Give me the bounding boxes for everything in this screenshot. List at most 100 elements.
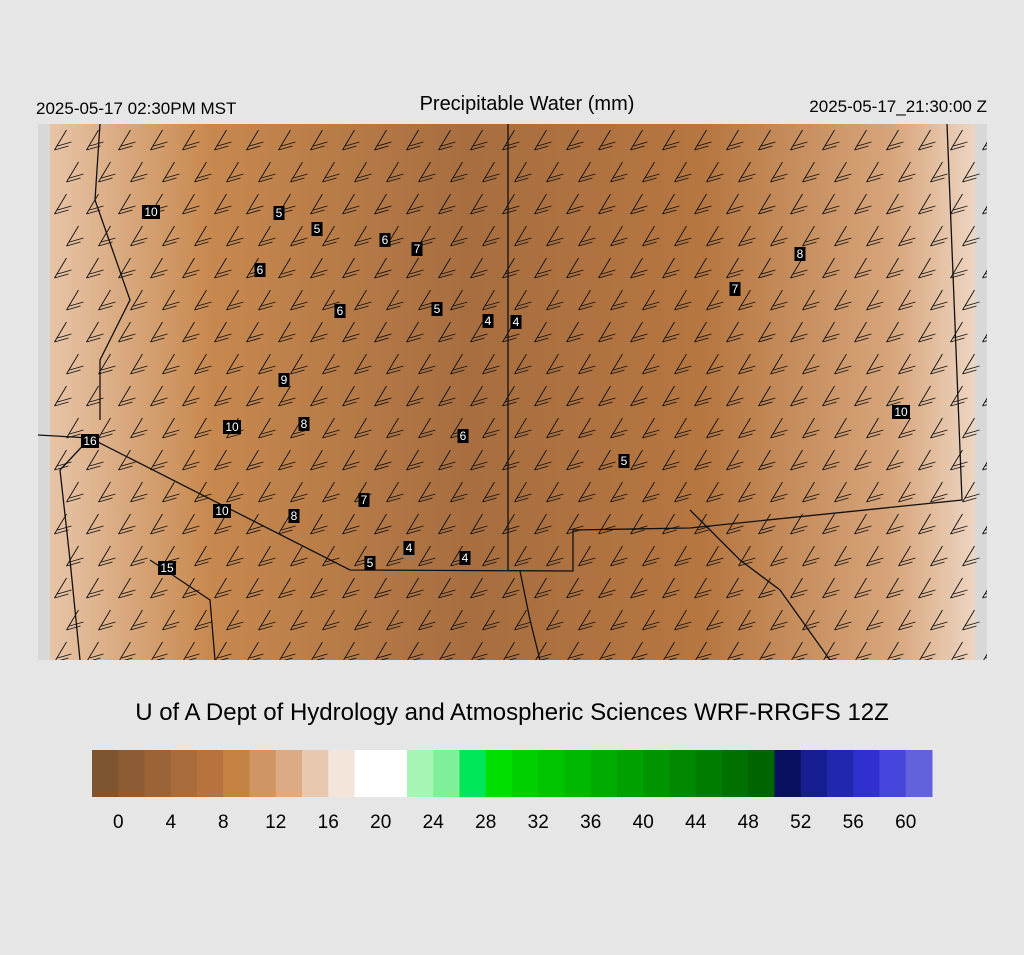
- wind-barb: [790, 257, 808, 279]
- wind-barb: [86, 321, 104, 343]
- wind-barb: [182, 193, 200, 215]
- colorbar-tick-label: 12: [265, 812, 286, 833]
- wind-barb: [694, 577, 712, 599]
- wind-barb: [54, 321, 72, 343]
- wind-barb: [738, 353, 756, 375]
- wind-barb: [598, 321, 616, 343]
- wind-barb: [630, 193, 648, 215]
- station-box: [729, 282, 741, 296]
- wind-barb: [834, 609, 852, 631]
- wind-barb: [802, 545, 820, 567]
- wind-barb: [802, 609, 820, 631]
- wind-barb: [546, 225, 564, 247]
- wind-barb: [258, 289, 276, 311]
- wind-barb: [514, 225, 532, 247]
- wind-barb: [438, 449, 456, 471]
- wind-barb: [226, 353, 244, 375]
- wind-barb: [898, 609, 916, 631]
- wind-barb: [962, 609, 980, 631]
- wind-barb: [918, 321, 936, 343]
- colorbar-swatch: [459, 750, 487, 797]
- wind-barb: [182, 449, 200, 471]
- wind-barb: [514, 545, 532, 567]
- colorbar-swatch: [354, 750, 382, 797]
- wind-barb: [758, 321, 776, 343]
- valid-local: 2025-05-17 02:30PM MST: [36, 99, 236, 118]
- wind-barb: [950, 577, 968, 599]
- wind-barb: [290, 609, 308, 631]
- station-label: 15: [160, 561, 174, 575]
- wind-barb: [534, 385, 552, 407]
- wind-barb: [86, 257, 104, 279]
- wind-barb: [962, 289, 980, 311]
- station-box: [358, 493, 370, 507]
- wind-barb: [662, 385, 680, 407]
- wind-barb: [98, 161, 116, 183]
- wind-barb: [342, 321, 360, 343]
- wind-barb: [258, 417, 276, 439]
- station-box: [618, 454, 630, 468]
- station-label: 7: [414, 242, 421, 256]
- wind-barb: [438, 577, 456, 599]
- wind-barb: [342, 257, 360, 279]
- wind-barb: [514, 161, 532, 183]
- wind-barb: [866, 225, 884, 247]
- wind-barb: [278, 449, 296, 471]
- wind-barb: [214, 385, 232, 407]
- wind-barb: [386, 481, 404, 503]
- wind-barb: [450, 481, 468, 503]
- wind-barb: [918, 513, 936, 535]
- wind-barb: [310, 257, 328, 279]
- colorbar-swatch: [827, 750, 854, 797]
- wind-barb: [662, 321, 680, 343]
- wind-barb: [66, 289, 84, 311]
- wind-barb: [482, 481, 500, 503]
- wind-barb: [930, 609, 948, 631]
- station-label: 10: [144, 205, 158, 219]
- colorbar-swatch: [223, 750, 250, 797]
- wind-barb: [386, 353, 404, 375]
- wind-barb: [630, 257, 648, 279]
- wind-barbs: [54, 129, 1012, 660]
- wind-barb: [342, 513, 360, 535]
- wind-barb: [770, 609, 788, 631]
- wind-barb: [150, 385, 168, 407]
- wind-barb: [246, 129, 264, 151]
- wind-barb: [578, 545, 596, 567]
- wind-barb: [150, 129, 168, 151]
- wind-barb: [866, 289, 884, 311]
- wind-barb: [482, 161, 500, 183]
- wind-barb: [802, 225, 820, 247]
- wind-barb: [118, 193, 136, 215]
- wind-barb: [834, 545, 852, 567]
- wind-barb: [182, 385, 200, 407]
- wind-barb: [503, 641, 520, 660]
- wind-barb: [995, 226, 1012, 246]
- wind-barb: [98, 353, 116, 375]
- wind-barb: [770, 289, 788, 311]
- wind-barb: [610, 481, 628, 503]
- wind-barb: [898, 161, 916, 183]
- wind-barb: [438, 385, 456, 407]
- wind-barb: [290, 481, 308, 503]
- colorbar-swatch: [144, 750, 172, 797]
- wind-barb: [342, 193, 360, 215]
- wind-barb: [406, 257, 424, 279]
- wind-barb: [738, 609, 756, 631]
- station-box: [254, 263, 266, 277]
- wind-barb: [598, 257, 616, 279]
- wind-barb: [406, 385, 424, 407]
- wind-barb: [674, 225, 692, 247]
- wind-barb: [514, 609, 532, 631]
- wind-barb: [898, 289, 916, 311]
- wind-barb: [738, 481, 756, 503]
- wind-barb: [471, 641, 488, 660]
- wind-barb: [502, 193, 520, 215]
- wind-barb: [374, 257, 392, 279]
- wind-barb: [86, 193, 104, 215]
- wind-barb: [770, 545, 788, 567]
- wind-barb: [98, 545, 116, 567]
- wind-barb: [962, 545, 980, 567]
- wind-barb: [130, 609, 148, 631]
- wind-barb: [930, 481, 948, 503]
